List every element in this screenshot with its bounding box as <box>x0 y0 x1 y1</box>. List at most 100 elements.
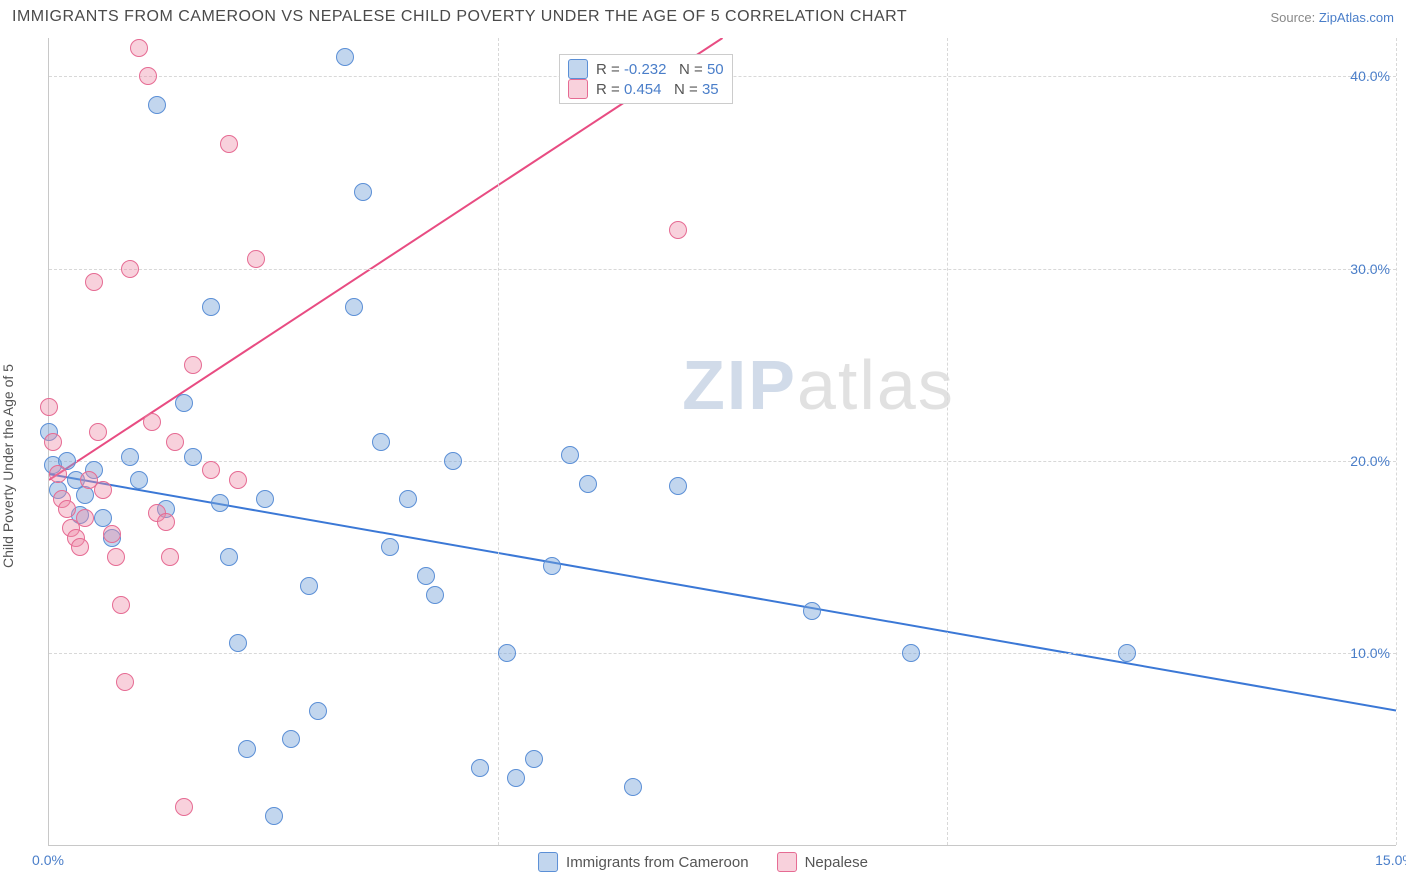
data-point <box>121 260 139 278</box>
legend-swatch <box>538 852 558 872</box>
y-tick-label: 20.0% <box>1350 453 1390 469</box>
legend-label: Nepalese <box>805 854 868 871</box>
data-point <box>300 577 318 595</box>
data-point <box>103 525 121 543</box>
y-tick-label: 10.0% <box>1350 645 1390 661</box>
legend-series: Immigrants from Cameroon Nepalese <box>538 852 868 872</box>
data-point <box>669 221 687 239</box>
gridline-v <box>498 38 499 845</box>
legend-correlation: R = -0.232 N = 50 R = 0.454 N = 35 <box>559 54 733 104</box>
data-point <box>238 740 256 758</box>
data-point <box>1118 644 1136 662</box>
data-point <box>579 475 597 493</box>
legend-swatch <box>568 79 588 99</box>
data-point <box>175 394 193 412</box>
data-point <box>166 433 184 451</box>
data-point <box>471 759 489 777</box>
chart: Child Poverty Under the Age of 5 ZIPatla… <box>0 30 1406 886</box>
data-point <box>76 509 94 527</box>
data-point <box>229 634 247 652</box>
data-point <box>354 183 372 201</box>
data-point <box>40 398 58 416</box>
title-bar: IMMIGRANTS FROM CAMEROON VS NEPALESE CHI… <box>0 0 1406 30</box>
y-axis-label: Child Poverty Under the Age of 5 <box>0 364 16 568</box>
data-point <box>426 586 444 604</box>
data-point <box>58 500 76 518</box>
source-link[interactable]: ZipAtlas.com <box>1319 10 1394 25</box>
legend-stats: R = 0.454 N = 35 <box>596 81 719 98</box>
x-tick-label: 15.0% <box>1375 852 1406 868</box>
data-point <box>507 769 525 787</box>
data-point <box>247 250 265 268</box>
data-point <box>44 433 62 451</box>
data-point <box>157 513 175 531</box>
data-point <box>130 39 148 57</box>
watermark: ZIPatlas <box>682 345 955 425</box>
data-point <box>543 557 561 575</box>
data-point <box>184 448 202 466</box>
data-point <box>211 494 229 512</box>
source-label: Source: ZipAtlas.com <box>1270 10 1394 25</box>
data-point <box>498 644 516 662</box>
data-point <box>107 548 125 566</box>
data-point <box>161 548 179 566</box>
data-point <box>417 567 435 585</box>
gridline-h <box>49 461 1396 462</box>
data-point <box>89 423 107 441</box>
data-point <box>561 446 579 464</box>
trend-line <box>49 474 1396 710</box>
data-point <box>444 452 462 470</box>
data-point <box>148 96 166 114</box>
chart-title: IMMIGRANTS FROM CAMEROON VS NEPALESE CHI… <box>12 8 907 26</box>
legend-row: R = 0.454 N = 35 <box>568 79 724 99</box>
data-point <box>381 538 399 556</box>
data-point <box>669 477 687 495</box>
legend-swatch <box>568 59 588 79</box>
legend-stats: R = -0.232 N = 50 <box>596 61 724 78</box>
data-point <box>220 548 238 566</box>
legend-item: Immigrants from Cameroon <box>538 852 749 872</box>
data-point <box>282 730 300 748</box>
data-point <box>372 433 390 451</box>
data-point <box>336 48 354 66</box>
data-point <box>624 778 642 796</box>
trend-lines <box>49 38 1396 845</box>
gridline-h <box>49 653 1396 654</box>
data-point <box>345 298 363 316</box>
data-point <box>902 644 920 662</box>
data-point <box>71 538 89 556</box>
data-point <box>229 471 247 489</box>
plot-area: ZIPatlas 10.0% 20.0% 30.0% 40.0% R = -0.232 … <box>48 38 1396 846</box>
data-point <box>130 471 148 489</box>
legend-label: Immigrants from Cameroon <box>566 854 749 871</box>
data-point <box>121 448 139 466</box>
gridline-h <box>49 269 1396 270</box>
data-point <box>309 702 327 720</box>
data-point <box>202 298 220 316</box>
data-point <box>399 490 417 508</box>
data-point <box>112 596 130 614</box>
x-tick-label: 0.0% <box>32 852 64 868</box>
data-point <box>143 413 161 431</box>
data-point <box>85 273 103 291</box>
data-point <box>175 798 193 816</box>
data-point <box>265 807 283 825</box>
data-point <box>76 486 94 504</box>
data-point <box>94 481 112 499</box>
y-tick-label: 40.0% <box>1350 68 1390 84</box>
legend-row: R = -0.232 N = 50 <box>568 59 724 79</box>
data-point <box>202 461 220 479</box>
gridline-v <box>1396 38 1397 845</box>
legend-swatch <box>777 852 797 872</box>
gridline-v <box>947 38 948 845</box>
data-point <box>139 67 157 85</box>
data-point <box>49 465 67 483</box>
data-point <box>803 602 821 620</box>
data-point <box>256 490 274 508</box>
data-point <box>220 135 238 153</box>
data-point <box>116 673 134 691</box>
legend-item: Nepalese <box>777 852 868 872</box>
data-point <box>184 356 202 374</box>
y-tick-label: 30.0% <box>1350 261 1390 277</box>
data-point <box>525 750 543 768</box>
